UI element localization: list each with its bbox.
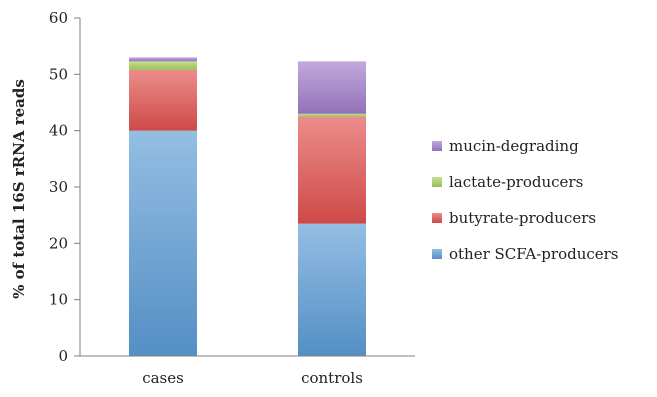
y-tick-label-10: 10 bbox=[49, 291, 68, 309]
bar-segment-controls-mucin-degrading bbox=[298, 61, 366, 114]
bar-segment-controls-other-scfa-producers bbox=[298, 223, 366, 356]
bar-segment-cases-mucin-degrading bbox=[129, 57, 197, 62]
bar-segment-controls-butyrate-producers bbox=[298, 116, 366, 224]
x-category-label-cases: cases bbox=[142, 369, 184, 387]
legend-label-mucin-degrading: mucin-degrading bbox=[449, 137, 579, 155]
legend-label-lactate-producers: lactate-producers bbox=[449, 173, 583, 191]
legend-label-butyrate-producers: butyrate-producers bbox=[449, 209, 596, 227]
y-axis-title: % of total 16S rRNA reads bbox=[10, 79, 28, 299]
y-tick-label-60: 60 bbox=[49, 9, 68, 27]
legend-swatch-mucin-degrading bbox=[432, 141, 442, 151]
y-tick-label-40: 40 bbox=[49, 122, 68, 140]
y-tick-label-20: 20 bbox=[49, 234, 68, 252]
bar-segment-controls-lactate-producers bbox=[298, 113, 366, 117]
x-category-label-controls: controls bbox=[301, 369, 363, 387]
legend-label-other-scfa-producers: other SCFA-producers bbox=[449, 245, 619, 263]
bar-segment-cases-lactate-producers bbox=[129, 61, 197, 70]
bar-segment-cases-butyrate-producers bbox=[129, 69, 197, 131]
legend-swatch-butyrate-producers bbox=[432, 213, 442, 223]
legend-swatch-other-scfa-producers bbox=[432, 249, 442, 259]
y-tick-label-50: 50 bbox=[49, 65, 68, 83]
y-tick-label-30: 30 bbox=[49, 178, 68, 196]
bar-segment-cases-other-scfa-producers bbox=[129, 130, 197, 356]
legend-swatch-lactate-producers bbox=[432, 177, 442, 187]
y-tick-label-0: 0 bbox=[58, 347, 68, 365]
